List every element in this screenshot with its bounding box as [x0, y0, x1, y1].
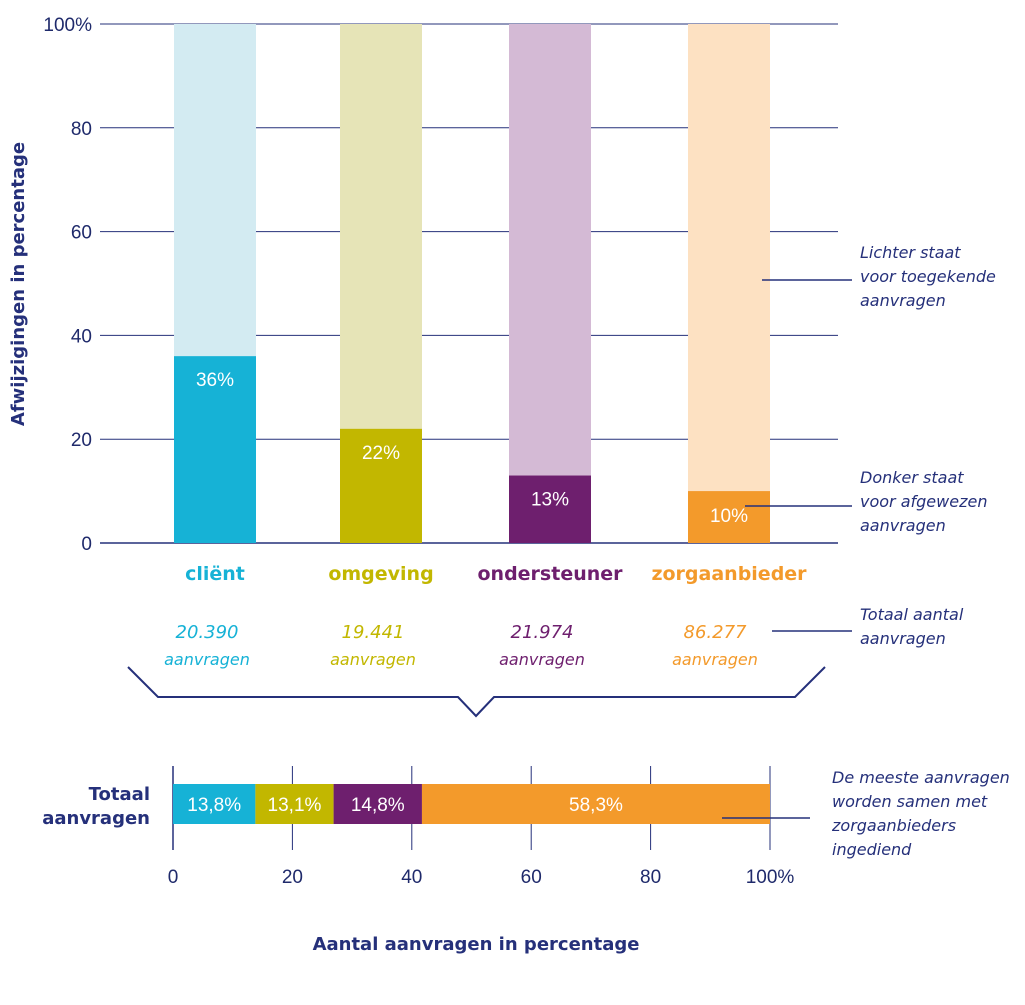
count-value: 19.441 [342, 622, 405, 643]
bar-value-label: 10% [710, 506, 748, 527]
segment-value-label: 13,8% [187, 795, 241, 816]
y-tick-label: 40 [71, 326, 92, 347]
annotation-light: Lichter staat voor toegekende aanvragen [860, 243, 996, 310]
category-label: omgeving [328, 563, 433, 585]
brace-connector [128, 667, 825, 716]
x-tick-label: 100% [746, 867, 795, 888]
bar-value-label: 36% [196, 370, 234, 391]
segment-value-label: 13,1% [268, 795, 322, 816]
count-value: 86.277 [684, 622, 748, 643]
segment-value-label: 58,3% [569, 795, 623, 816]
annotation-line: De meeste aanvragen [832, 768, 1010, 787]
annotation-line: voor afgewezen [860, 492, 987, 511]
segment-value-label: 14,8% [351, 795, 405, 816]
row-label-line: Totaal [89, 784, 150, 805]
bar-total [688, 24, 770, 543]
y-tick-label: 0 [81, 534, 92, 555]
count-unit-label: aanvragen [499, 650, 585, 669]
bar-value-label: 22% [362, 443, 400, 464]
count-unit-label: aanvragen [672, 650, 758, 669]
y-tick-label: 100% [43, 15, 92, 36]
x-tick-label: 60 [521, 867, 542, 888]
annotation-total: Totaal aantal aanvragen [860, 605, 964, 648]
annotation-line: voor toegekende [860, 267, 996, 286]
x-tick-label: 80 [640, 867, 661, 888]
annotation-line: Totaal aantal [860, 605, 964, 624]
y-tick-label: 60 [71, 223, 92, 244]
count-value: 20.390 [176, 622, 239, 643]
y-tick-label: 80 [71, 119, 92, 140]
annotation-line: Donker staat [860, 468, 964, 487]
annotation-line: aanvragen [860, 629, 946, 648]
count-unit-label: aanvragen [164, 650, 250, 669]
y-axis-title: Afwijzigingen in percentage [8, 142, 29, 426]
row-label-line: aanvragen [42, 808, 150, 829]
annotation-line: ingediend [832, 840, 912, 859]
category-label: ondersteuner [477, 563, 623, 585]
category-label: zorgaanbieder [651, 563, 807, 585]
count-value: 21.974 [511, 622, 574, 643]
category-label: cliënt [185, 563, 245, 585]
annotation-line: worden samen met [832, 792, 988, 811]
bar-value-label: 13% [531, 490, 569, 511]
bar-total [509, 24, 591, 543]
annotation-line: aanvragen [860, 516, 946, 535]
top-chart: 0 20 40 60 80 100% Afwijzigingen in percentage… [8, 15, 996, 716]
y-tick-label: 20 [71, 430, 92, 451]
row-label: Totaal aanvragen [42, 784, 150, 829]
annotation-dark: Donker staat voor afgewezen aanvragen [860, 468, 987, 535]
x-tick-label: 0 [168, 867, 179, 888]
x-axis-title: Aantal aanvragen in percentage [313, 934, 640, 955]
annotation-line: Lichter staat [860, 243, 961, 262]
annotation-bottom: De meeste aanvragen worden samen met zorga… [831, 768, 1010, 859]
annotation-line: zorgaanbieders [831, 816, 956, 835]
x-tick-label: 40 [401, 867, 422, 888]
count-unit-label: aanvragen [330, 650, 416, 669]
x-tick-label: 20 [282, 867, 303, 888]
annotation-line: aanvragen [860, 291, 946, 310]
bottom-chart: 0 20 40 60 80 100% 13,8% 13,1% 14,8% 58,3% Totaal a… [42, 766, 1010, 955]
